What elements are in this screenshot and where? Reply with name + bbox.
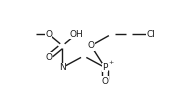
- Text: N: N: [59, 63, 66, 72]
- Text: O: O: [88, 41, 94, 50]
- Text: O: O: [101, 77, 108, 86]
- Text: +: +: [108, 60, 113, 65]
- Text: P: P: [102, 63, 108, 72]
- Text: O: O: [45, 30, 52, 39]
- Text: O: O: [45, 53, 52, 62]
- Text: OH: OH: [70, 30, 83, 39]
- Text: Cl: Cl: [147, 30, 156, 39]
